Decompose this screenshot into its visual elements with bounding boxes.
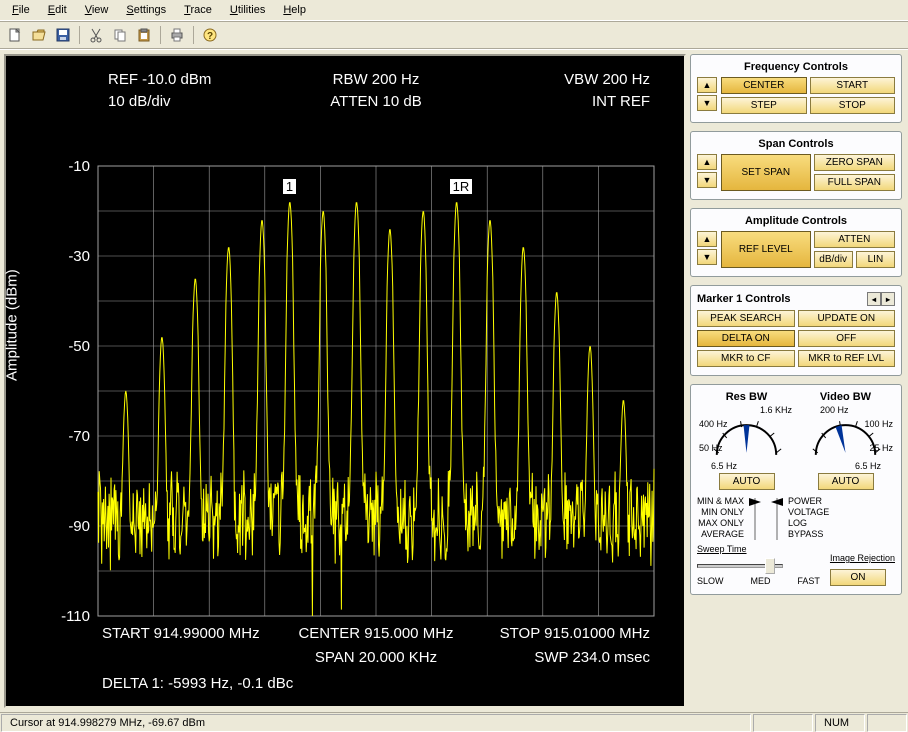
svg-text:CENTER 915.000 MHz: CENTER 915.000 MHz [298,625,453,642]
save-icon[interactable] [52,24,74,46]
trace-mode-slider[interactable] [748,496,762,542]
toolbar: ? [0,21,908,49]
menu-edit[interactable]: Edit [40,2,75,18]
frequency-title: Frequency Controls [697,61,895,73]
svg-text:INT REF: INT REF [592,93,650,110]
svg-text:START 914.99000 MHz: START 914.99000 MHz [102,625,260,642]
menu-file[interactable]: File [4,2,38,18]
bandwidth-group: Res BW 1.6 KHz 400 Hz [690,384,902,595]
sweep-time-title: Sweep Time [697,544,820,554]
menubar: FileEditViewSettingsTraceUtilitiesHelp [0,0,908,21]
start-button[interactable]: START [810,77,896,94]
spectrum-plot[interactable]: REF -10.0 dBm RBW 200 Hz VBW 200 Hz 10 dB/d… [4,54,686,708]
span-controls-group: Span Controls ▲ ▼ SET SPAN ZERO SPAN FUL… [690,131,902,200]
open-icon[interactable] [28,24,50,46]
marker-controls-group: Marker 1 Controls ◂ ▸ PEAK SEARCH UPDATE… [690,285,902,376]
menu-settings[interactable]: Settings [118,2,174,18]
marker-prev-button[interactable]: ◂ [867,292,881,306]
marker-next-button[interactable]: ▸ [881,292,895,306]
dbdiv-button[interactable]: dB/div [814,251,853,268]
res-bw-title: Res BW [697,391,796,403]
svg-text:SWP 234.0 msec: SWP 234.0 msec [534,649,650,666]
freq-up-button[interactable]: ▲ [697,77,717,93]
svg-text:-110: -110 [61,608,90,625]
span-title: Span Controls [697,138,895,150]
svg-text:-30: -30 [68,248,90,265]
lin-button[interactable]: LIN [856,251,895,268]
video-bw-gauge[interactable]: 200 Hz 100 Hz 25 Hz 6.5 Hz [796,405,895,469]
menu-help[interactable]: Help [275,2,314,18]
svg-text:-10: -10 [68,158,90,175]
svg-text:DELTA 1: -5993 Hz, -0.1 dBc: DELTA 1: -5993 Hz, -0.1 dBc [102,675,294,692]
delta-on-button[interactable]: DELTA ON [697,330,795,347]
svg-text:-90: -90 [68,518,90,535]
detector-slider[interactable] [770,496,784,542]
svg-text:STOP 915.01000 MHz: STOP 915.01000 MHz [500,625,650,642]
stop-button[interactable]: STOP [810,97,896,114]
image-rejection-title: Image Rejection [830,553,895,563]
statusbar: Cursor at 914.998279 MHz, -69.67 dBm NUM [0,712,908,732]
svg-text:RBW 200 Hz: RBW 200 Hz [333,71,420,88]
marker-1R[interactable]: 1R [449,178,474,195]
marker-title: Marker 1 Controls [697,293,791,305]
marker-spinner[interactable]: ◂ ▸ [867,292,895,306]
marker-off-button[interactable]: OFF [798,330,896,347]
status-num: NUM [815,714,865,732]
svg-text:-50: -50 [68,338,90,355]
mkr-to-cf-button[interactable]: MKR to CF [697,350,795,367]
res-bw-auto-button[interactable]: AUTO [719,473,775,490]
update-on-button[interactable]: UPDATE ON [798,310,896,327]
menu-utilities[interactable]: Utilities [222,2,273,18]
atten-button[interactable]: ATTEN [814,231,895,248]
full-span-button[interactable]: FULL SPAN [814,174,895,191]
svg-text:VBW 200 Hz: VBW 200 Hz [564,71,650,88]
new-icon[interactable] [4,24,26,46]
video-bw-auto-button[interactable]: AUTO [818,473,874,490]
copy-icon[interactable] [109,24,131,46]
sweep-time-slider[interactable] [697,556,783,576]
svg-text:-70: -70 [68,428,90,445]
span-down-button[interactable]: ▼ [697,172,717,188]
spectrum-svg: REF -10.0 dBm RBW 200 Hz VBW 200 Hz 10 dB/d… [6,56,684,706]
svg-text:REF -10.0 dBm: REF -10.0 dBm [108,71,211,88]
span-up-button[interactable]: ▲ [697,154,717,170]
menu-view[interactable]: View [77,2,117,18]
print-icon[interactable] [166,24,188,46]
amp-up-button[interactable]: ▲ [697,231,717,247]
freq-down-button[interactable]: ▼ [697,95,717,111]
control-column: Frequency Controls ▲ ▼ CENTER START STEP… [686,50,908,712]
amplitude-title: Amplitude Controls [697,215,895,227]
amplitude-controls-group: Amplitude Controls ▲ ▼ REF LEVEL ATTEN d… [690,208,902,277]
svg-text:ATTEN 10 dB: ATTEN 10 dB [330,93,421,110]
menu-trace[interactable]: Trace [176,2,220,18]
y-axis-label: Amplitude (dBm) [4,269,21,381]
marker-1[interactable]: 1 [282,178,297,195]
paste-icon[interactable] [133,24,155,46]
video-bw-title: Video BW [796,391,895,403]
res-bw-gauge[interactable]: 1.6 KHz 400 Hz 50 Hz 6.5 Hz [697,405,796,469]
status-cursor: Cursor at 914.998279 MHz, -69.67 dBm [1,714,751,732]
ref-level-button[interactable]: REF LEVEL [721,231,811,268]
center-button[interactable]: CENTER [721,77,807,94]
image-rejection-button[interactable]: ON [830,569,886,586]
svg-text:10 dB/div: 10 dB/div [108,93,171,110]
frequency-controls-group: Frequency Controls ▲ ▼ CENTER START STEP… [690,54,902,123]
cut-icon[interactable] [85,24,107,46]
svg-text:SPAN 20.000 KHz: SPAN 20.000 KHz [315,649,437,666]
peak-search-button[interactable]: PEAK SEARCH [697,310,795,327]
amp-down-button[interactable]: ▼ [697,249,717,265]
set-span-button[interactable]: SET SPAN [721,154,811,191]
step-button[interactable]: STEP [721,97,807,114]
zero-span-button[interactable]: ZERO SPAN [814,154,895,171]
mkr-to-reflvl-button[interactable]: MKR to REF LVL [798,350,896,367]
help-icon[interactable]: ? [199,24,221,46]
svg-text:?: ? [207,31,213,42]
